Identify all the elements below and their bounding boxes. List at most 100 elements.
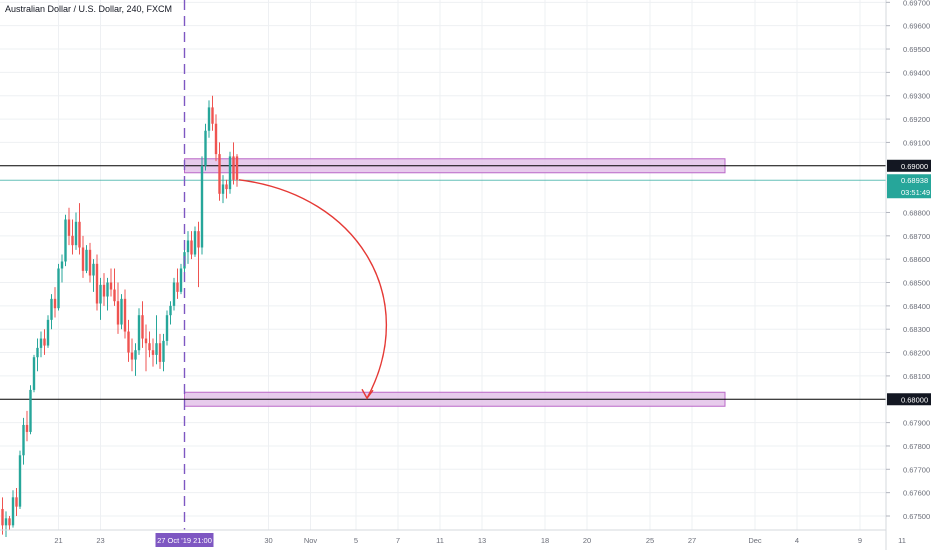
candle-body	[193, 231, 197, 255]
candle-body	[74, 221, 78, 246]
price-tick-label: 0.69600	[903, 22, 930, 31]
candle-body	[235, 156, 239, 180]
price-tick-label: 0.67900	[903, 419, 930, 428]
time-tick-label: 7	[396, 536, 400, 545]
chart-title: Australian Dollar / U.S. Dollar, 240, FX…	[5, 4, 173, 14]
candle-body	[46, 319, 50, 346]
countdown-label: 03:51:49	[901, 188, 930, 197]
price-tick-label: 0.68500	[903, 279, 930, 288]
candle-body	[57, 268, 60, 309]
candle-body	[221, 184, 225, 194]
time-tick-label: 11	[898, 536, 906, 545]
candle-body	[190, 240, 193, 255]
level-price-tag	[887, 393, 931, 406]
price-tick-label: 0.69200	[903, 115, 930, 124]
candle-body	[186, 240, 190, 253]
candle-body	[88, 249, 92, 276]
candle-body	[18, 455, 22, 507]
candle-body	[148, 343, 151, 351]
candle-body	[109, 282, 113, 290]
candle-body	[169, 305, 172, 316]
candle-body	[60, 261, 64, 269]
candle-body	[179, 268, 183, 292]
time-tick-label: 5	[354, 536, 358, 545]
candle-body	[1, 508, 4, 526]
candle-body	[99, 284, 102, 304]
price-tick-label: 0.68100	[903, 372, 930, 381]
price-tick-label: 0.68400	[903, 302, 930, 311]
price-tick-label: 0.69100	[903, 138, 930, 147]
candle-body	[134, 350, 137, 360]
candle-body	[25, 424, 29, 432]
candle-body	[197, 231, 200, 248]
candle-body	[228, 156, 232, 190]
candle-body	[176, 282, 179, 292]
price-tick-label: 0.67500	[903, 512, 930, 521]
candle-body	[71, 235, 74, 246]
candle-body	[67, 219, 71, 236]
candle-body	[123, 298, 127, 332]
candle-body	[162, 340, 165, 362]
candle-body	[172, 282, 176, 306]
level-price-label: 0.69000	[901, 162, 928, 171]
price-tick-label: 0.68200	[903, 349, 930, 358]
time-tick-label: 18	[541, 536, 549, 545]
time-tick-label: Nov	[304, 536, 318, 545]
target-arrow	[238, 179, 388, 399]
candle-body	[207, 107, 211, 131]
level-price-tag	[887, 159, 931, 172]
price-axis[interactable]: 0.69700 0.69600 0.69500 0.69400 0.69300 0.692…	[885, 0, 931, 550]
grid	[0, 0, 886, 530]
candle-body	[4, 518, 8, 526]
candle-body	[36, 347, 39, 358]
candle-body	[225, 184, 228, 190]
candle-body	[53, 298, 57, 309]
price-tick-label: 0.68300	[903, 325, 930, 334]
time-tick-label: 30	[264, 536, 272, 545]
time-tick-label: 11	[436, 536, 444, 545]
candle-body	[211, 107, 214, 124]
candle-body	[11, 497, 15, 526]
price-tick-label: 0.68800	[903, 208, 930, 217]
candle-body	[151, 350, 155, 355]
candle-body	[22, 424, 25, 456]
candle-body	[32, 357, 36, 390]
candle-body	[144, 338, 148, 344]
current-price-tag	[887, 174, 931, 199]
price-tick-label: 0.69500	[903, 45, 930, 54]
time-tick-label: 23	[96, 536, 104, 545]
candle-body	[102, 284, 106, 297]
candle-body	[95, 263, 99, 304]
candle-body	[204, 130, 207, 166]
candle-body	[200, 165, 204, 248]
candle-body	[29, 389, 32, 432]
candle-body	[64, 219, 67, 262]
candle-body	[81, 247, 85, 271]
marker-date-label: 27 Oct '19 21:00	[157, 536, 212, 545]
candle-body	[127, 331, 130, 353]
candle-body	[113, 289, 116, 302]
candle-body	[116, 301, 120, 325]
current-price-label: 0.68938	[901, 176, 928, 185]
marker-date-tag	[155, 533, 214, 547]
price-tick-label: 0.67600	[903, 489, 930, 498]
candle-body	[130, 352, 134, 360]
candle-body	[141, 315, 144, 339]
candle-body	[39, 338, 43, 348]
candle-body	[218, 154, 221, 194]
candles	[1, 95, 239, 538]
candle-body	[85, 249, 88, 271]
price-tick-label: 0.68700	[903, 232, 930, 241]
time-tick-label: 4	[795, 536, 799, 545]
candle-body	[120, 298, 123, 325]
time-axis[interactable]: 16212330Nov57111318202527Dec491127 Oct '…	[0, 529, 906, 547]
time-tick-label: 13	[478, 536, 486, 545]
candle-body	[158, 343, 162, 362]
time-tick-label: 27	[688, 536, 696, 545]
candle-body	[214, 123, 218, 155]
candle-body	[165, 315, 169, 341]
price-tick-label: 0.68600	[903, 255, 930, 264]
time-tick-label: Dec	[748, 536, 762, 545]
